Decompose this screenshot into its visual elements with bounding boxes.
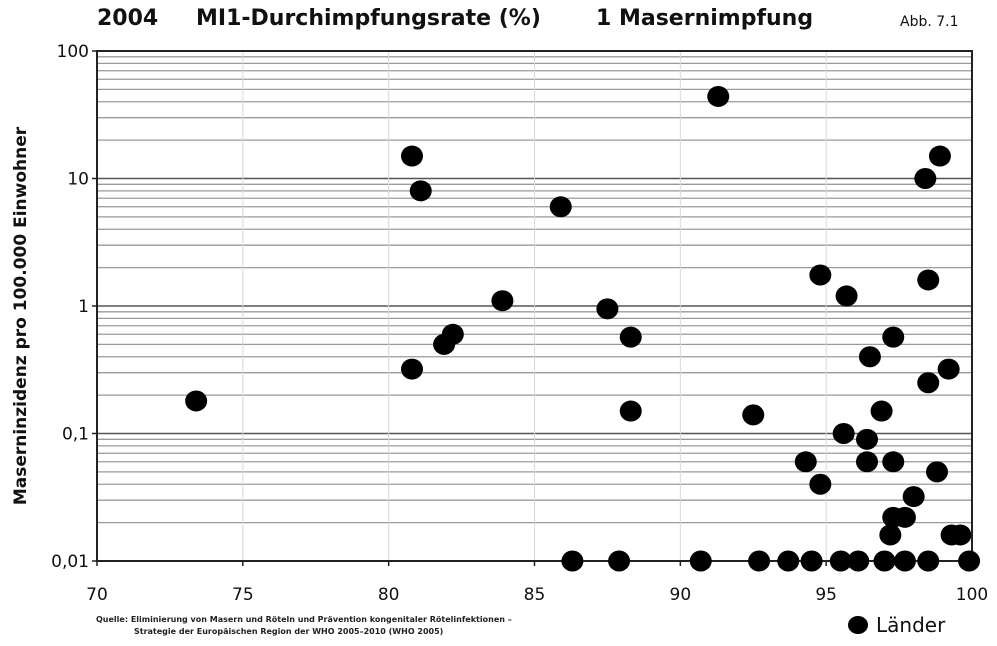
data-point — [856, 428, 878, 450]
data-point — [401, 145, 423, 167]
data-point — [777, 550, 800, 572]
data-point — [917, 550, 940, 572]
legend-marker — [848, 616, 868, 634]
data-point — [409, 180, 432, 202]
y-tick-labels: 0,01 0,1 1 10 100 — [51, 42, 89, 572]
data-point — [914, 168, 937, 189]
source-line-1: Quelle: Eliminierung von Masern und Röte… — [96, 615, 512, 624]
x-tick-label: 75 — [232, 585, 254, 605]
y-tick-label: 0,1 — [62, 425, 89, 445]
data-point — [917, 372, 940, 394]
data-points — [185, 85, 981, 572]
data-point — [958, 550, 981, 572]
source-line-2: Strategie der Europäischen Region der WH… — [134, 627, 444, 636]
data-point — [949, 524, 972, 546]
data-point — [858, 346, 881, 368]
data-point — [185, 390, 208, 412]
chart-title: MI1-Durchimpfungsrate (%) — [196, 6, 541, 31]
y-tick-label: 10 — [67, 170, 89, 190]
x-tick-label: 90 — [670, 585, 692, 605]
y-tick-label: 0,01 — [51, 552, 89, 572]
y-tick-label: 1 — [78, 297, 89, 317]
chart-year: 2004 — [97, 6, 159, 31]
data-point — [596, 298, 619, 320]
data-point — [882, 326, 905, 348]
data-point — [882, 451, 905, 473]
data-point — [689, 550, 712, 572]
legend: Länder — [848, 612, 945, 638]
data-point — [917, 269, 940, 291]
x-tick-label: 80 — [378, 585, 400, 605]
data-point — [809, 264, 832, 286]
chart-subtitle: 1 Masernimpfung — [596, 6, 814, 31]
x-tick-label: 70 — [86, 585, 108, 605]
data-point — [742, 404, 765, 426]
data-point — [401, 358, 423, 380]
figure-label: Abb. 7.1 — [900, 14, 959, 30]
x-tick-label: 85 — [524, 585, 546, 605]
x-tick-marks — [96, 561, 973, 566]
source-note: Quelle: Eliminierung von Masern und Röte… — [96, 614, 512, 638]
data-point — [926, 461, 948, 483]
x-tick-label: 95 — [815, 585, 837, 605]
data-point — [608, 550, 631, 572]
data-point — [847, 550, 870, 572]
data-point — [619, 400, 642, 422]
x-tick-labels: 70 75 80 85 90 95 100 — [86, 585, 988, 605]
data-point — [928, 145, 951, 167]
data-point — [832, 423, 855, 444]
legend-label: Länder — [876, 613, 946, 637]
chart-header: 2004 MI1-Durchimpfungsrate (%) 1 Maserni… — [0, 0, 997, 44]
data-point — [707, 85, 730, 107]
y-tick-marks — [92, 50, 97, 562]
data-point — [491, 290, 514, 312]
data-point — [619, 326, 642, 348]
data-point — [870, 400, 893, 422]
data-point — [549, 196, 572, 218]
data-point — [856, 451, 878, 473]
y-axis-label: Maserninzidenz pro 100.000 Einwohner — [11, 126, 31, 505]
data-point — [441, 323, 464, 345]
data-point — [893, 506, 916, 528]
data-point — [902, 486, 925, 508]
data-point — [809, 473, 832, 495]
data-point — [561, 550, 584, 572]
data-point — [800, 550, 823, 572]
data-point — [893, 550, 916, 572]
data-point — [835, 285, 858, 307]
data-point — [748, 550, 771, 572]
data-point — [829, 550, 852, 572]
data-point — [937, 358, 960, 380]
data-point — [879, 524, 902, 546]
data-point — [794, 451, 817, 473]
x-tick-label: 100 — [956, 585, 988, 605]
y-tick-label: 100 — [57, 42, 89, 62]
data-point — [873, 550, 896, 572]
